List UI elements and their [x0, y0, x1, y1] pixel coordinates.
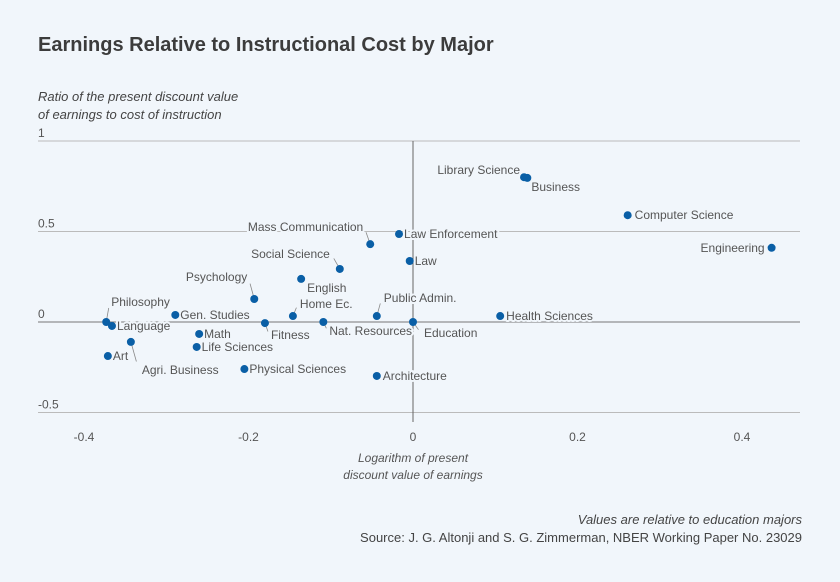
x-tick-label: -0.4 [74, 430, 95, 444]
data-point [126, 337, 135, 346]
point-label: Home Ec. [300, 297, 353, 311]
data-point [107, 321, 116, 330]
point-label: Life Sciences [202, 340, 273, 354]
data-point [496, 312, 505, 321]
point-label: Art [113, 349, 129, 363]
data-point [250, 295, 259, 304]
data-point [260, 319, 269, 328]
y-axis-label-line2: of earnings to cost of instruction [38, 107, 222, 122]
x-axis-label-line2: discount value of earnings [343, 468, 482, 482]
data-point [319, 318, 328, 326]
chart-source: Source: J. G. Altonji and S. G. Zimmerma… [360, 530, 802, 545]
point-label: Nat. Resources [329, 324, 412, 338]
data-point [288, 312, 297, 321]
data-point [395, 230, 404, 239]
data-point [297, 274, 306, 283]
data-point [405, 257, 414, 266]
point-label: Physical Sciences [249, 362, 346, 376]
y-tick-label: 0.5 [38, 217, 55, 231]
data-point [103, 352, 112, 361]
point-label: Mass Communication [248, 220, 363, 234]
point-label: Business [531, 180, 580, 194]
point-label: English [307, 281, 346, 295]
data-point [767, 243, 776, 252]
data-point [372, 371, 381, 380]
point-label: Philosophy [111, 295, 170, 309]
point-label: Law Enforcement [404, 227, 498, 241]
data-point [192, 342, 201, 351]
data-point [409, 318, 417, 326]
point-label: Health Sciences [506, 309, 593, 323]
point-label: Agri. Business [142, 363, 219, 377]
data-point [335, 264, 344, 273]
data-point [171, 310, 180, 319]
point-label: Language [117, 319, 171, 333]
point-label: Law [415, 254, 437, 268]
data-point [523, 173, 532, 182]
data-point [623, 211, 632, 220]
y-axis-label-line1: Ratio of the present discount value [38, 89, 239, 104]
point-label: Computer Science [635, 208, 734, 222]
point-label: Fitness [271, 328, 310, 342]
chart-note: Values are relative to education majors [577, 512, 802, 527]
data-point [102, 318, 111, 326]
data-point [240, 365, 249, 374]
x-tick-label: 0 [410, 430, 417, 444]
y-tick-label: 1 [38, 126, 45, 140]
point-label: Architecture [383, 369, 447, 383]
point-label: Public Admin. [384, 291, 457, 305]
point-label: Social Science [251, 247, 330, 261]
y-tick-label: 0 [38, 307, 45, 321]
point-label: Library Science [437, 163, 520, 177]
x-tick-label: -0.2 [238, 430, 259, 444]
point-label: Gen. Studies [180, 308, 249, 322]
x-tick-label: 0.2 [569, 430, 586, 444]
point-label: Math [204, 327, 231, 341]
chart-title: Earnings Relative to Instructional Cost … [38, 34, 494, 56]
data-point [195, 329, 204, 338]
x-tick-label: 0.4 [734, 430, 751, 444]
data-point [372, 312, 381, 321]
data-point [366, 240, 375, 249]
point-label: Psychology [186, 270, 247, 284]
point-label: Education [424, 326, 477, 340]
y-tick-label: -0.5 [38, 398, 59, 412]
point-label: Engineering [701, 241, 765, 255]
x-axis-label-line1: Logarithm of present [358, 451, 469, 465]
